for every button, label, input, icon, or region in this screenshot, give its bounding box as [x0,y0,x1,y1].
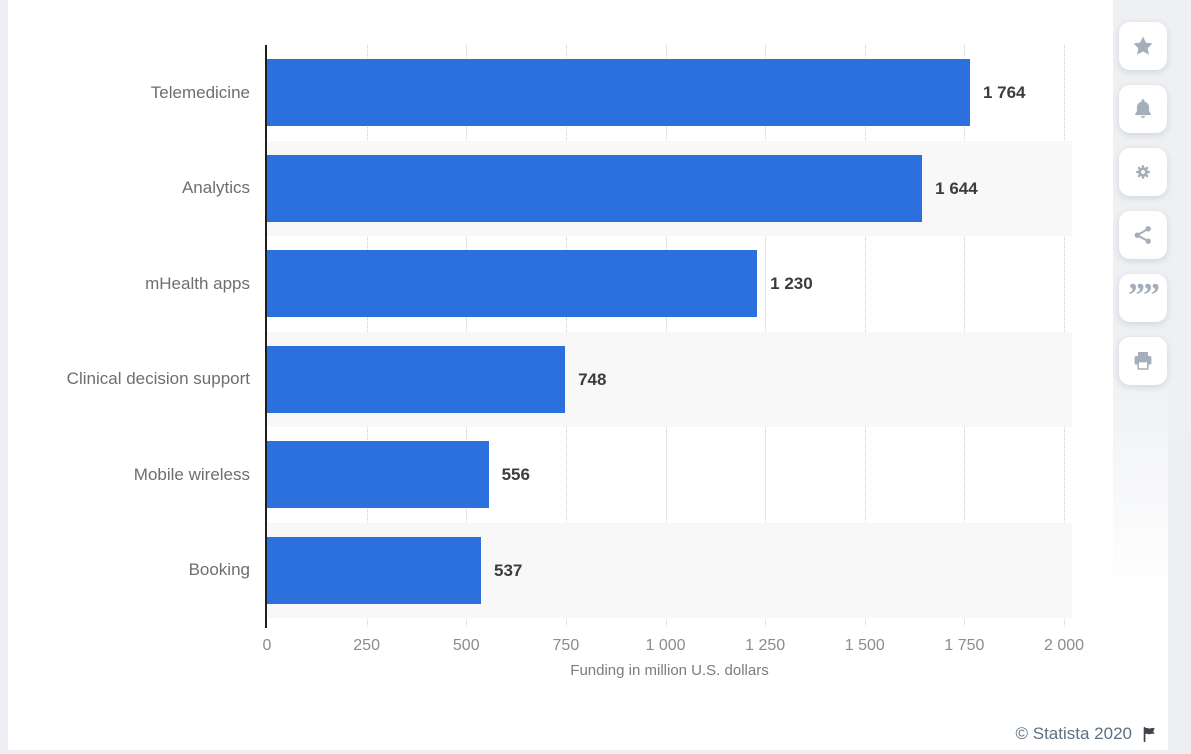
bar-row: 1 644 [267,140,1072,236]
settings-button[interactable] [1119,148,1167,196]
bar-row: 1 764 [267,45,1072,141]
bar-mobile-wireless[interactable] [267,441,489,508]
value-label: 1 644 [935,178,978,198]
bar-clinical-decision-support[interactable] [267,345,566,413]
print-icon [1131,349,1155,373]
y-axis-line [265,45,267,628]
share-button[interactable] [1119,211,1167,259]
quote-icon: ”” [1128,277,1160,314]
value-label: 1 230 [770,274,813,293]
x-axis-title: Funding in million U.S. dollars [570,662,769,679]
plot-area: 1 764 1 644 1 230 748 556 537 [263,45,1084,679]
x-tick-label: 0 [262,637,272,654]
category-label: Mobile wireless [133,464,250,484]
value-label: 556 [501,465,530,484]
bar-row: 556 [267,427,1072,523]
bell-button[interactable] [1119,85,1167,133]
copyright-credit: © Statista 2020 [1016,724,1159,744]
print-button[interactable] [1119,337,1167,385]
bar-rows: 1 764 1 644 1 230 748 556 537 [267,45,1072,618]
category-label: Booking [188,560,250,580]
value-label: 537 [494,560,523,580]
credit-text: © Statista 2020 [1015,724,1133,743]
bar-analytics[interactable] [267,154,923,222]
x-tick-label: 250 [353,637,380,654]
chart-card: Telemedicine Analytics mHealth apps Clin… [8,0,1168,750]
gear-icon [1132,161,1154,183]
cite-button[interactable]: ”” [1119,274,1167,322]
x-tick-label: 1 250 [745,637,786,654]
x-tick-label: 500 [452,637,480,654]
value-label: 748 [578,369,607,389]
bar-row: 1 230 [267,236,1072,332]
x-tick-label: 2 000 [1043,637,1085,654]
x-tick-label: 1 000 [645,637,686,654]
bar-telemedicine[interactable] [267,59,970,126]
star-icon [1131,34,1155,58]
x-tick-label: 1 750 [944,637,985,654]
share-icon [1131,223,1155,247]
star-button[interactable] [1119,22,1167,70]
bar-booking[interactable] [267,536,481,604]
bar-row: 748 [267,331,1072,427]
category-label: Telemedicine [150,82,250,102]
category-axis: Telemedicine Analytics mHealth apps Clin… [8,45,250,618]
bar-mhealth-apps[interactable] [267,250,758,317]
report-flag-icon[interactable] [1141,726,1158,743]
x-tick-label: 750 [552,637,580,654]
category-label: Analytics [181,178,250,198]
x-tick-label: 1 500 [844,637,885,654]
side-toolbar: ”” [1119,22,1167,385]
bell-icon [1131,97,1155,121]
category-label: Clinical decision support [66,369,250,389]
value-label: 1 764 [982,83,1026,102]
bar-row: 537 [267,522,1072,618]
category-label: mHealth apps [145,273,250,293]
